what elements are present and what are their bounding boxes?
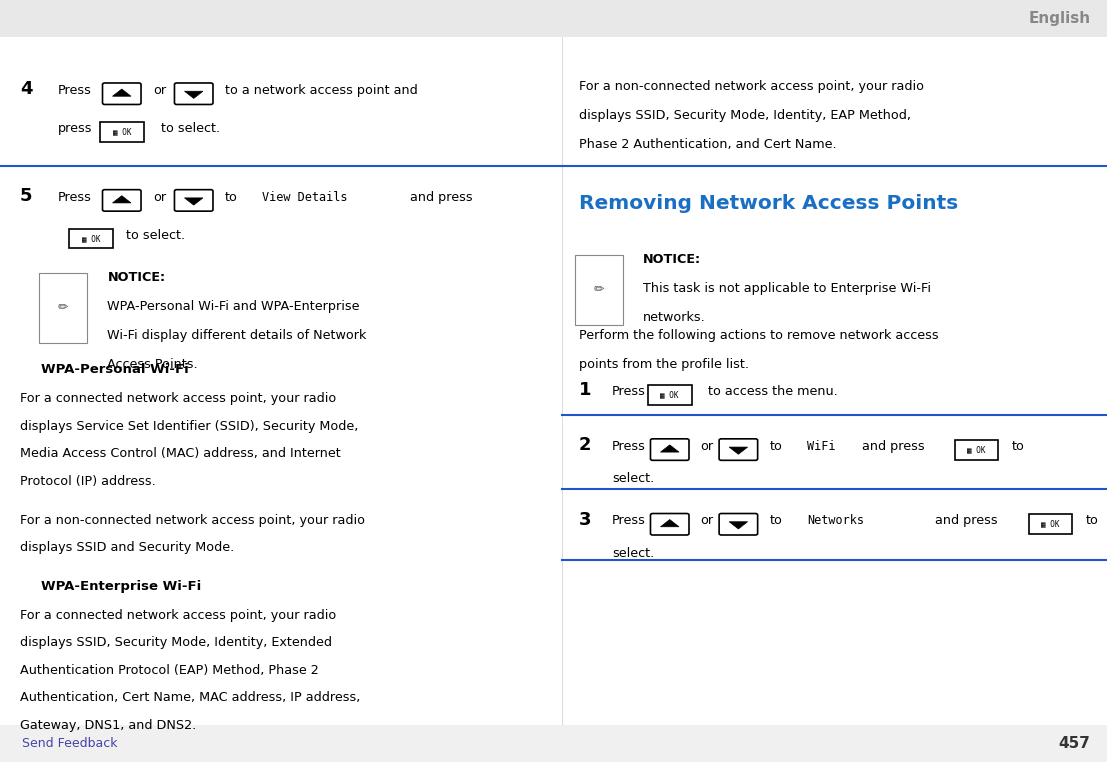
Polygon shape: [661, 445, 679, 452]
FancyBboxPatch shape: [651, 439, 689, 460]
Text: 5: 5: [20, 187, 32, 205]
Text: WiFi: WiFi: [807, 440, 836, 453]
FancyBboxPatch shape: [100, 122, 144, 142]
Text: For a non-connected network access point, your radio: For a non-connected network access point…: [579, 80, 924, 93]
Text: Wi-Fi display different details of Network: Wi-Fi display different details of Netwo…: [107, 329, 366, 342]
Text: Access Points.: Access Points.: [107, 358, 198, 371]
Text: NOTICE:: NOTICE:: [107, 271, 166, 284]
Text: select.: select.: [612, 547, 654, 560]
Text: Gateway, DNS1, and DNS2.: Gateway, DNS1, and DNS2.: [20, 719, 196, 732]
Text: For a connected network access point, your radio: For a connected network access point, yo…: [20, 609, 337, 622]
Text: to select.: to select.: [126, 229, 185, 242]
Polygon shape: [185, 198, 203, 205]
Polygon shape: [730, 522, 747, 529]
Text: ▦ OK: ▦ OK: [968, 445, 985, 454]
FancyBboxPatch shape: [1028, 514, 1073, 534]
Text: select.: select.: [612, 472, 654, 485]
Text: ▦ OK: ▦ OK: [661, 390, 679, 399]
Text: English: English: [1028, 11, 1090, 26]
FancyBboxPatch shape: [648, 385, 692, 405]
Text: to a network access point and: to a network access point and: [225, 84, 417, 97]
Text: Authentication Protocol (EAP) Method, Phase 2: Authentication Protocol (EAP) Method, Ph…: [20, 664, 319, 677]
Text: to: to: [1086, 514, 1099, 527]
Text: or: or: [701, 440, 714, 453]
Text: points from the profile list.: points from the profile list.: [579, 358, 749, 371]
Text: 4: 4: [20, 80, 32, 98]
FancyBboxPatch shape: [575, 255, 623, 325]
Text: Media Access Control (MAC) address, and Internet: Media Access Control (MAC) address, and …: [20, 447, 341, 460]
Text: This task is not applicable to Enterprise Wi-Fi: This task is not applicable to Enterpris…: [643, 282, 931, 295]
Text: For a connected network access point, your radio: For a connected network access point, yo…: [20, 392, 337, 405]
Text: NOTICE:: NOTICE:: [643, 253, 702, 266]
Text: displays SSID, Security Mode, Identity, Extended: displays SSID, Security Mode, Identity, …: [20, 636, 332, 649]
Text: Perform the following actions to remove network access: Perform the following actions to remove …: [579, 329, 939, 342]
Text: displays SSID, Security Mode, Identity, EAP Method,: displays SSID, Security Mode, Identity, …: [579, 109, 911, 122]
Polygon shape: [661, 520, 679, 527]
FancyBboxPatch shape: [103, 190, 141, 211]
Text: For a non-connected network access point, your radio: For a non-connected network access point…: [20, 514, 365, 527]
Text: displays Service Set Identifier (SSID), Security Mode,: displays Service Set Identifier (SSID), …: [20, 420, 359, 433]
FancyBboxPatch shape: [0, 725, 1107, 762]
Polygon shape: [185, 91, 203, 98]
Text: 457: 457: [1058, 736, 1090, 751]
Text: Press: Press: [58, 84, 92, 97]
Text: ✏: ✏: [593, 283, 604, 296]
FancyBboxPatch shape: [39, 273, 87, 343]
Text: to select.: to select.: [161, 122, 219, 135]
FancyBboxPatch shape: [0, 0, 1107, 37]
Text: to: to: [769, 440, 783, 453]
Text: WPA-Personal Wi-Fi and WPA-Enterprise: WPA-Personal Wi-Fi and WPA-Enterprise: [107, 300, 360, 313]
Text: Send Feedback: Send Feedback: [22, 737, 117, 751]
FancyBboxPatch shape: [954, 440, 999, 459]
Text: ▦ OK: ▦ OK: [82, 234, 100, 243]
Text: ▦ OK: ▦ OK: [113, 127, 131, 136]
Text: 1: 1: [579, 381, 591, 399]
Text: to: to: [1012, 440, 1025, 453]
Text: View Details: View Details: [262, 190, 348, 203]
Text: and press: and press: [935, 514, 999, 527]
Text: displays SSID and Security Mode.: displays SSID and Security Mode.: [20, 541, 235, 554]
Text: or: or: [153, 190, 166, 203]
FancyBboxPatch shape: [103, 83, 141, 104]
FancyBboxPatch shape: [175, 190, 213, 211]
Polygon shape: [113, 196, 131, 203]
Text: to: to: [769, 514, 783, 527]
Text: Press: Press: [612, 514, 646, 527]
Text: ✏: ✏: [58, 301, 69, 315]
FancyBboxPatch shape: [651, 514, 689, 535]
Text: Press: Press: [58, 190, 92, 203]
FancyBboxPatch shape: [720, 439, 757, 460]
Text: press: press: [58, 122, 92, 135]
Text: and press: and press: [410, 190, 473, 203]
Text: Authentication, Cert Name, MAC address, IP address,: Authentication, Cert Name, MAC address, …: [20, 691, 360, 704]
Text: to: to: [225, 190, 238, 203]
Text: and press: and press: [862, 440, 925, 453]
Text: Phase 2 Authentication, and Cert Name.: Phase 2 Authentication, and Cert Name.: [579, 138, 837, 151]
Text: Press: Press: [612, 385, 646, 398]
Polygon shape: [113, 89, 131, 96]
FancyBboxPatch shape: [69, 229, 113, 248]
Text: or: or: [153, 84, 166, 97]
Text: WPA-Personal Wi-Fi: WPA-Personal Wi-Fi: [41, 363, 188, 376]
Text: 3: 3: [579, 511, 591, 529]
FancyBboxPatch shape: [0, 37, 1107, 725]
Text: 2: 2: [579, 436, 591, 454]
Text: Press: Press: [612, 440, 646, 453]
Text: networks.: networks.: [643, 311, 706, 324]
Polygon shape: [730, 447, 747, 454]
Text: ▦ OK: ▦ OK: [1042, 520, 1059, 529]
Text: WPA-Enterprise Wi-Fi: WPA-Enterprise Wi-Fi: [41, 580, 201, 593]
Text: Removing Network Access Points: Removing Network Access Points: [579, 194, 959, 213]
Text: Networks: Networks: [807, 514, 863, 527]
Text: to access the menu.: to access the menu.: [708, 385, 838, 398]
FancyBboxPatch shape: [720, 514, 757, 535]
Text: or: or: [701, 514, 714, 527]
Text: Protocol (IP) address.: Protocol (IP) address.: [20, 475, 156, 488]
FancyBboxPatch shape: [175, 83, 213, 104]
